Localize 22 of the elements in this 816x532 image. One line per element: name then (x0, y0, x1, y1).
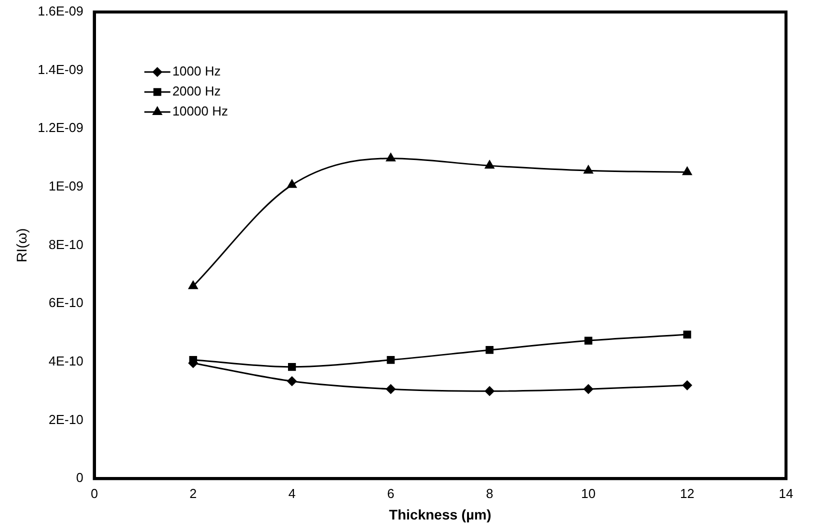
y-tick-label: 0 (76, 470, 84, 486)
x-tick-label: 14 (778, 486, 794, 501)
y-tick-label: 4E-10 (48, 354, 84, 369)
x-tick-label: 10 (581, 486, 596, 501)
x-axis-title: Thickness (µm) (389, 506, 492, 522)
y-tick-label: 8E-10 (48, 236, 84, 252)
y-tick-label: 1E-09 (48, 178, 84, 194)
y-tick-label: 1.2E-09 (38, 120, 84, 136)
y-tick-label: 1.4E-09 (38, 62, 84, 77)
y-tick-label: 2E-10 (48, 412, 84, 427)
x-tick-label: 2 (190, 486, 197, 501)
x-tick-label: 8 (486, 486, 494, 501)
x-tick-label: 12 (680, 486, 694, 501)
y-tick-label: 6E-10 (48, 295, 84, 310)
legend-label: 1000 Hz (172, 64, 221, 79)
legend-label: 10000 Hz (172, 104, 228, 119)
y-tick-label: 1.6E-09 (38, 4, 84, 19)
y-axis-title: RI(ω) (13, 228, 30, 262)
legend-label: 2000 Hz (172, 84, 221, 99)
x-tick-label: 4 (288, 486, 296, 501)
x-tick-label: 6 (387, 486, 394, 501)
x-tick-label: 0 (90, 486, 98, 501)
